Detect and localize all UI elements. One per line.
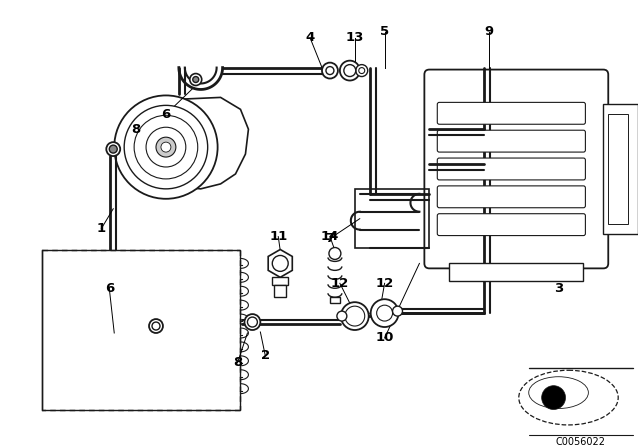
Text: 10: 10 bbox=[376, 332, 394, 345]
Text: 8: 8 bbox=[233, 356, 242, 369]
Text: 4: 4 bbox=[305, 31, 315, 44]
Circle shape bbox=[190, 73, 202, 86]
Circle shape bbox=[106, 142, 120, 156]
Polygon shape bbox=[149, 97, 248, 189]
FancyBboxPatch shape bbox=[437, 214, 586, 236]
Bar bbox=[608, 114, 628, 224]
Text: 11: 11 bbox=[269, 230, 287, 243]
Circle shape bbox=[244, 314, 260, 330]
Circle shape bbox=[322, 63, 338, 78]
Circle shape bbox=[152, 322, 160, 330]
Circle shape bbox=[124, 105, 207, 189]
Circle shape bbox=[156, 137, 176, 157]
Text: 13: 13 bbox=[346, 31, 364, 44]
Text: 5: 5 bbox=[380, 25, 389, 39]
Circle shape bbox=[146, 127, 186, 167]
FancyBboxPatch shape bbox=[437, 158, 586, 180]
Circle shape bbox=[371, 299, 399, 327]
Circle shape bbox=[340, 60, 360, 81]
Text: 2: 2 bbox=[260, 349, 270, 362]
Circle shape bbox=[356, 68, 363, 73]
Circle shape bbox=[359, 68, 365, 73]
FancyBboxPatch shape bbox=[437, 186, 586, 208]
Text: 9: 9 bbox=[484, 25, 493, 39]
Circle shape bbox=[341, 302, 369, 330]
Circle shape bbox=[161, 142, 171, 152]
Circle shape bbox=[541, 386, 566, 409]
Bar bbox=[42, 250, 241, 409]
Bar bbox=[272, 277, 288, 285]
Text: 6: 6 bbox=[161, 108, 170, 121]
Text: 12: 12 bbox=[331, 277, 349, 290]
Circle shape bbox=[248, 317, 257, 327]
FancyBboxPatch shape bbox=[437, 130, 586, 152]
Bar bbox=[275, 285, 286, 297]
Text: 7: 7 bbox=[325, 232, 335, 245]
Ellipse shape bbox=[519, 370, 618, 425]
Text: 14: 14 bbox=[321, 230, 339, 243]
Circle shape bbox=[356, 65, 368, 77]
Ellipse shape bbox=[529, 377, 588, 409]
Text: 6: 6 bbox=[105, 282, 114, 295]
Circle shape bbox=[392, 306, 403, 316]
Circle shape bbox=[326, 67, 334, 74]
Circle shape bbox=[149, 319, 163, 333]
Bar bbox=[355, 189, 429, 249]
Bar bbox=[449, 263, 584, 281]
Text: 8: 8 bbox=[131, 123, 141, 136]
FancyBboxPatch shape bbox=[424, 69, 608, 268]
Circle shape bbox=[345, 306, 365, 326]
Text: 12: 12 bbox=[376, 277, 394, 290]
Text: 1: 1 bbox=[97, 222, 106, 235]
FancyBboxPatch shape bbox=[437, 103, 586, 124]
Circle shape bbox=[345, 65, 355, 76]
Text: C0056022: C0056022 bbox=[556, 437, 605, 448]
Circle shape bbox=[337, 311, 347, 321]
Circle shape bbox=[272, 255, 288, 271]
Circle shape bbox=[115, 95, 218, 199]
Polygon shape bbox=[268, 250, 292, 277]
Circle shape bbox=[109, 145, 117, 153]
Circle shape bbox=[377, 305, 392, 321]
Bar bbox=[330, 297, 340, 303]
Circle shape bbox=[134, 115, 198, 179]
Text: 3: 3 bbox=[554, 282, 563, 295]
Circle shape bbox=[344, 65, 356, 77]
Circle shape bbox=[329, 247, 341, 259]
Circle shape bbox=[193, 77, 199, 82]
Bar bbox=[604, 104, 638, 233]
